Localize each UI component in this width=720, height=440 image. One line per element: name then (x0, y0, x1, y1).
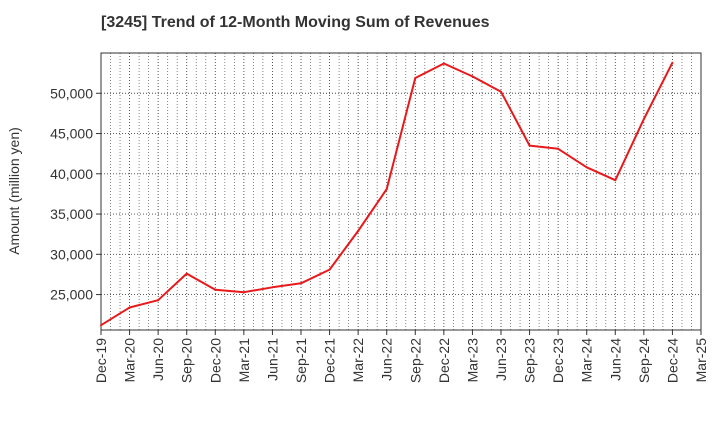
data-point (500, 90, 502, 93)
data-point (300, 282, 302, 285)
data-point (214, 288, 217, 291)
data-point (100, 324, 102, 327)
y-tick-label: 45,000 (50, 126, 93, 142)
x-tick-label: Mar-24 (579, 338, 595, 383)
data-point (442, 62, 445, 65)
data-point (585, 166, 588, 169)
data-point (185, 272, 188, 275)
plot-border (100, 52, 702, 331)
x-tick-label: Mar-23 (464, 338, 480, 383)
data-point (385, 188, 388, 191)
x-tick-label: Dec-20 (207, 338, 223, 383)
y-tick-label: 30,000 (50, 246, 93, 262)
x-tick-label: Jun-21 (264, 338, 280, 381)
data-point (642, 118, 645, 120)
data-point (528, 144, 531, 147)
y-tick-label: 40,000 (50, 166, 93, 182)
x-tick-label: Jun-24 (607, 338, 623, 381)
x-tick-label: Mar-25 (693, 338, 709, 383)
data-point (157, 299, 160, 302)
x-tick-label: Mar-20 (122, 338, 138, 383)
x-tick-label: Dec-23 (550, 338, 566, 383)
data-point (614, 179, 617, 182)
data-point (357, 230, 360, 232)
x-tick-label: Mar-22 (350, 338, 366, 383)
data-point (242, 291, 245, 294)
y-tick-label: 25,000 (50, 287, 93, 303)
data-point (414, 77, 417, 79)
x-tick-label: Jun-22 (379, 338, 395, 381)
x-tick-label: Dec-24 (664, 338, 680, 383)
chart-title: [3245] Trend of 12-Month Moving Sum of R… (101, 14, 490, 31)
data-point (128, 306, 131, 309)
x-tick-label: Sep-23 (522, 338, 538, 383)
x-tick-label: Mar-21 (236, 338, 252, 383)
x-tick-label: Sep-24 (636, 338, 652, 383)
data-point (328, 268, 331, 271)
x-tick-label: Jun-23 (493, 338, 509, 381)
plot-area (101, 53, 701, 330)
x-tick-label: Dec-21 (322, 338, 338, 383)
x-tick-label: Dec-19 (93, 338, 109, 383)
data-point (671, 61, 674, 64)
x-tick-label: Sep-21 (293, 338, 309, 383)
data-point (271, 286, 274, 289)
data-point (471, 75, 474, 78)
x-tick-label: Dec-22 (436, 338, 452, 383)
x-tick-label: Jun-20 (150, 338, 166, 381)
y-tick-label: 50,000 (50, 85, 93, 101)
data-point (557, 147, 560, 150)
x-tick-label: Sep-20 (179, 338, 195, 383)
x-tick-label: Sep-22 (407, 338, 423, 383)
y-tick-label: 35,000 (50, 206, 93, 222)
